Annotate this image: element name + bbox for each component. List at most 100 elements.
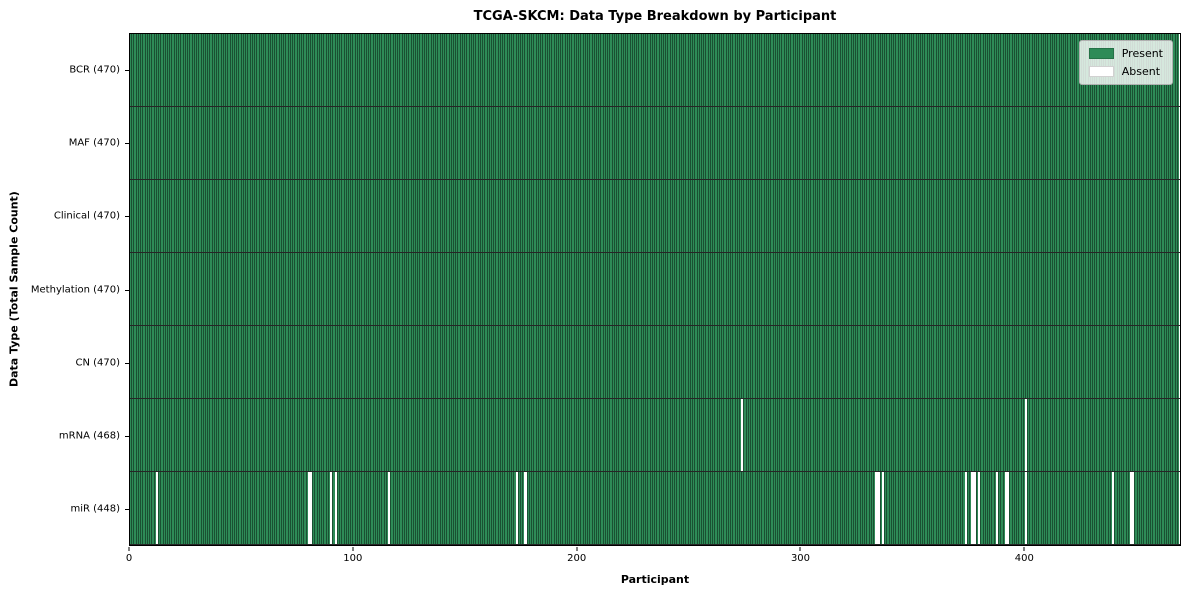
heatmap-cell [528,107,532,179]
heatmap-cell [861,472,865,544]
heatmap-cell [926,326,929,398]
heatmap-cell [890,180,894,252]
heatmap-cell [701,399,704,471]
heatmap-cell [1134,253,1137,325]
heatmap-cell [960,107,963,179]
heatmap-cell [687,472,690,544]
heatmap-cell [1040,326,1043,398]
heatmap-cell [1123,253,1126,325]
heatmap-cell [806,472,809,544]
heatmap-cell [602,180,605,252]
heatmap-cell [294,472,297,544]
heatmap-cell [1156,253,1160,325]
heatmap-cell [971,180,974,252]
heatmap-cell [426,34,429,106]
heatmap-cell [593,326,596,398]
heatmap-cell [844,180,847,252]
heatmap-cell [1161,180,1164,252]
heatmap-cell [640,472,643,544]
heatmap-cell [428,399,431,471]
heatmap-cell [750,472,753,544]
heatmap-cell [468,253,471,325]
heatmap-cell [613,399,617,471]
heatmap-cell [955,253,958,325]
heatmap-cell [783,472,786,544]
heatmap-cell [401,326,404,398]
heatmap-cell [1083,107,1086,179]
heatmap-cell [654,107,657,179]
heatmap-cell [242,253,246,325]
heatmap-cell [754,107,757,179]
heatmap-cell [779,253,782,325]
heatmap-cell [991,326,994,398]
heatmap-cell [881,326,885,398]
heatmap-cell [886,34,889,106]
heatmap-cell [1060,253,1063,325]
heatmap-cell [144,472,147,544]
heatmap-cell [1145,326,1148,398]
x-axis-label: Participant [620,573,690,586]
heatmap-cell [765,472,769,544]
heatmap-cell [651,34,655,106]
heatmap-cell [741,180,744,252]
heatmap-cell [207,472,210,544]
legend-entry-present: Present [1088,47,1163,60]
heatmap-cell [479,399,483,471]
heatmap-cell [1156,180,1160,252]
heatmap-cell [620,107,623,179]
heatmap-cell [1096,253,1099,325]
heatmap-cell [823,399,827,471]
heatmap-cell [701,326,704,398]
heatmap-cell [895,180,898,252]
heatmap-cell [835,107,838,179]
heatmap-cell [213,472,217,544]
heatmap-cell [426,399,429,471]
heatmap-cell [330,34,333,106]
heatmap-cell [689,107,693,179]
heatmap-cell [385,180,389,252]
heatmap-cell [1098,472,1101,544]
heatmap-cell [560,107,563,179]
heatmap-cell [714,326,717,398]
heatmap-cell [1002,326,1005,398]
heatmap-cell [654,253,657,325]
heatmap-cell [332,472,335,544]
heatmap-cell [240,180,243,252]
heatmap-cell [1105,253,1108,325]
heatmap-cell [1067,253,1070,325]
heatmap-cell [1062,107,1066,179]
heatmap-cell [819,253,822,325]
heatmap-cell [535,472,538,544]
heatmap-cell [1054,34,1057,106]
heatmap-cell [1112,399,1115,471]
heatmap-cell [949,399,952,471]
heatmap-cell [488,34,491,106]
ytick-mark [125,436,129,438]
heatmap-cell [370,326,373,398]
heatmap-cell [446,180,449,252]
heatmap-cell [839,326,842,398]
heatmap-cell [633,180,637,252]
heatmap-cell [155,326,159,398]
heatmap-cell [828,253,831,325]
heatmap-cell [1054,326,1057,398]
heatmap-cell [388,253,391,325]
heatmap-cell [743,399,746,471]
heatmap-cell [604,472,608,544]
heatmap-cell [363,180,366,252]
heatmap-cell [772,180,775,252]
heatmap-cell [680,399,684,471]
heatmap-cell [394,107,398,179]
heatmap-cell [984,34,987,106]
heatmap-cell [175,253,179,325]
heatmap-cell [312,253,315,325]
heatmap-cell [133,399,136,471]
heatmap-cell [667,472,670,544]
heatmap-cell [309,326,313,398]
heatmap-cell [1078,180,1081,252]
heatmap-cell [660,326,664,398]
heatmap-cell [140,107,143,179]
heatmap-cell [457,399,460,471]
heatmap-cell [209,326,212,398]
heatmap-cell [940,472,943,544]
